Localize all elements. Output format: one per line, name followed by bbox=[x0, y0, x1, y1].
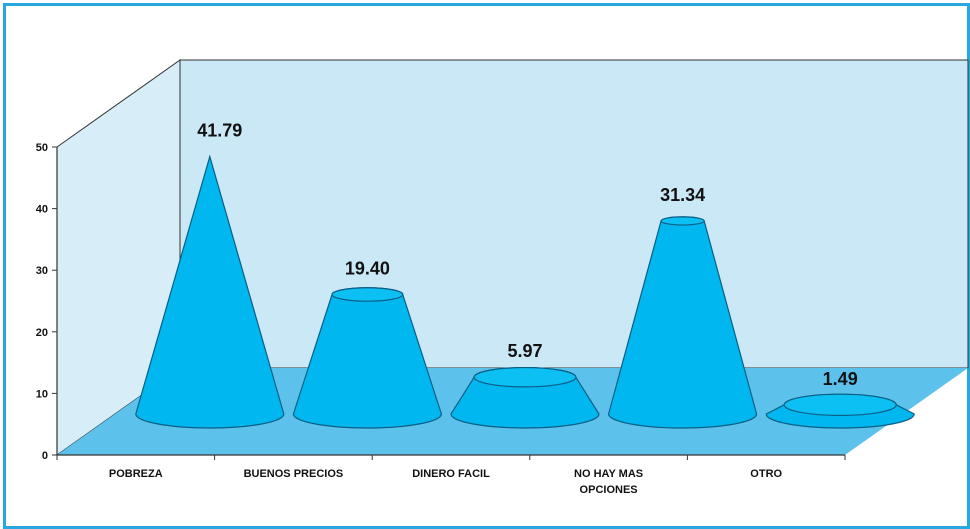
x-category-label: POBREZA bbox=[109, 468, 163, 480]
data-label: 5.97 bbox=[507, 341, 542, 361]
cone-top bbox=[783, 393, 897, 417]
data-label: 41.79 bbox=[197, 121, 242, 141]
y-tick-label: 40 bbox=[36, 204, 48, 216]
x-category-label: DINERO FACIL bbox=[412, 468, 490, 480]
x-category-label-line: OPCIONES bbox=[580, 484, 638, 496]
cone: 19.40 bbox=[292, 258, 443, 429]
data-label: 1.49 bbox=[823, 369, 858, 389]
cone: 5.97 bbox=[450, 341, 600, 429]
chart-cones: 41.79 19.40 5.97 31.34 1.49 bbox=[135, 121, 915, 429]
cone: 1.49 bbox=[765, 369, 915, 429]
x-category-label-line: NO HAY MAS bbox=[574, 468, 643, 480]
y-axis: 0 10 20 30 40 50 bbox=[36, 142, 58, 462]
y-tick-label: 10 bbox=[36, 388, 48, 400]
x-category-label-line: DINERO FACIL bbox=[412, 468, 490, 480]
back-wall bbox=[179, 59, 969, 369]
y-tick-label: 30 bbox=[36, 265, 48, 277]
x-category-label: NO HAY MAS OPCIONES bbox=[574, 468, 643, 496]
cone-body bbox=[135, 154, 285, 429]
data-label: 31.34 bbox=[660, 185, 705, 205]
x-category-label-line: BUENOS PRECIOS bbox=[244, 468, 344, 480]
x-axis: POBREZA BUENOS PRECIOS DINERO FACIL NO HAY … bbox=[56, 454, 846, 496]
y-tick-label: 50 bbox=[36, 142, 48, 154]
y-tick-label: 20 bbox=[36, 327, 48, 339]
cone: 31.34 bbox=[607, 185, 758, 429]
x-category-label-line: OTRO bbox=[750, 468, 782, 480]
y-tick-label: 0 bbox=[42, 450, 48, 462]
x-category-label-line: POBREZA bbox=[109, 468, 163, 480]
cone-top bbox=[660, 216, 705, 226]
x-category-label: BUENOS PRECIOS bbox=[244, 468, 344, 480]
cone: 41.79 bbox=[135, 121, 285, 429]
data-label: 19.40 bbox=[345, 258, 390, 278]
x-category-label: OTRO bbox=[750, 468, 782, 480]
cone-top bbox=[473, 366, 577, 388]
cone-top bbox=[331, 287, 404, 302]
